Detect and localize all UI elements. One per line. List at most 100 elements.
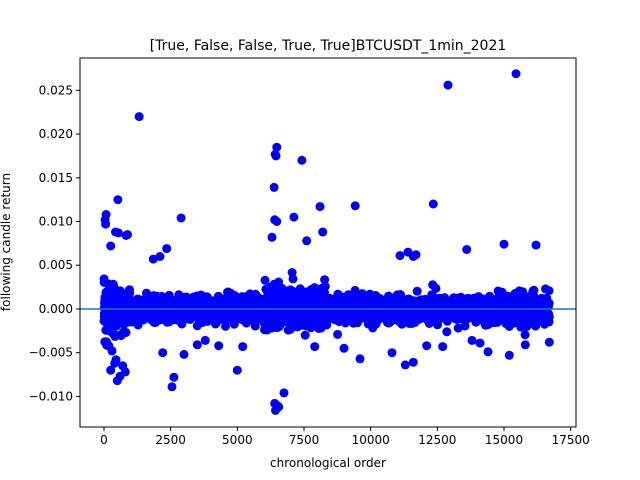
y-tick-label: 0.020 [39, 127, 73, 141]
data-point [431, 283, 441, 293]
data-point [142, 288, 151, 298]
data-point-outlier [271, 151, 281, 161]
data-point-outlier [395, 251, 405, 261]
data-point-outlier [118, 361, 128, 371]
data-point [442, 327, 452, 337]
data-point [260, 275, 270, 285]
data-point [460, 321, 470, 331]
data-point [273, 289, 283, 299]
data-point-outlier [355, 354, 365, 364]
data-point-outlier [162, 244, 172, 254]
y-tick-label: 0.005 [39, 258, 73, 272]
data-point-outlier [462, 245, 472, 254]
x-tick-label: 12500 [418, 433, 456, 447]
data-point-outlier [106, 241, 116, 251]
data-point-outlier [422, 341, 432, 351]
data-point [245, 289, 255, 299]
y-tick-label: 0.015 [39, 171, 73, 185]
data-point-outlier [428, 199, 438, 209]
data-point [453, 323, 463, 333]
data-point [528, 286, 538, 296]
y-axis-label: following candle return [0, 173, 13, 311]
data-point-outlier [134, 112, 144, 122]
x-tick-label: 5000 [222, 433, 253, 447]
data-point-outlier [270, 398, 280, 408]
data-point-outlier [232, 365, 242, 375]
data-point-outlier [467, 335, 477, 345]
data-point-outlier [520, 340, 530, 350]
data-point [317, 283, 327, 293]
data-point [99, 277, 109, 287]
x-tick-label: 0 [100, 433, 108, 447]
data-point-outlier [438, 342, 448, 352]
data-point-outlier [318, 227, 328, 237]
x-tick-label: 10000 [352, 433, 390, 447]
data-point [250, 321, 260, 331]
data-point-outlier [113, 195, 123, 205]
data-point-outlier [408, 252, 418, 261]
x-tick-label: 15000 [485, 433, 523, 447]
data-point [333, 329, 343, 339]
data-point-outlier [167, 382, 177, 392]
y-tick-label: −0.005 [29, 346, 73, 360]
data-point-outlier [499, 239, 509, 249]
data-point [221, 321, 230, 331]
x-axis-label: chronological order [270, 456, 386, 470]
data-point [264, 320, 274, 329]
data-point-outlier [302, 236, 312, 246]
data-point [241, 318, 251, 328]
data-point [282, 289, 292, 299]
plot-frame [79, 57, 577, 428]
data-point-outlier [107, 346, 117, 356]
data-point-outlier [155, 252, 165, 261]
data-point [501, 319, 511, 328]
data-point [320, 275, 330, 285]
y-tick-label: 0.000 [39, 302, 73, 316]
data-point [114, 288, 124, 298]
data-point-outlier [158, 348, 168, 358]
x-tick-label: 17500 [552, 433, 590, 447]
data-point-outlier [179, 349, 189, 359]
data-point-outlier [269, 182, 279, 192]
x-tick-label: 7500 [289, 433, 320, 447]
data-point-outlier [400, 360, 410, 370]
data-point-outlier [544, 337, 554, 347]
data-point [116, 330, 126, 340]
y-tick-label: −0.010 [29, 389, 73, 403]
data-point [368, 323, 378, 333]
data-point-outlier [272, 217, 282, 226]
data-point-outlier [279, 388, 289, 398]
data-point [226, 288, 236, 298]
data-point-outlier [443, 80, 453, 90]
data-point-outlier [169, 372, 179, 382]
data-point [102, 325, 112, 335]
data-point [384, 318, 394, 328]
data-point-outlier [200, 335, 210, 345]
data-point [392, 290, 402, 300]
data-point-outlier [350, 201, 360, 211]
data-point [274, 277, 284, 287]
data-point [516, 322, 526, 332]
data-point-outlier [100, 215, 110, 225]
data-point [412, 286, 422, 296]
data-point-outlier [111, 355, 121, 365]
y-axis: −0.010 −0.005 0.000 0.005 0.010 0.015 0.020 0.0… [29, 83, 80, 403]
data-point-outlier [297, 155, 307, 165]
x-axis: 0 2500 5000 7500 10000 12500 15000 17500 [100, 427, 590, 447]
data-point-outlier [111, 227, 120, 237]
data-point-outlier [214, 341, 224, 351]
data-point-outlier [106, 365, 116, 375]
data-point [541, 284, 550, 294]
data-point-outlier [176, 213, 186, 223]
data-point-outlier [531, 240, 541, 250]
data-point [306, 323, 316, 333]
data-point [274, 321, 284, 331]
data-point [300, 330, 310, 340]
data-point-outlier [289, 212, 299, 222]
data-point-outlier [192, 340, 202, 350]
data-point-outlier [339, 343, 349, 353]
data-point-outlier [475, 338, 485, 348]
data-point-outlier [483, 347, 493, 357]
